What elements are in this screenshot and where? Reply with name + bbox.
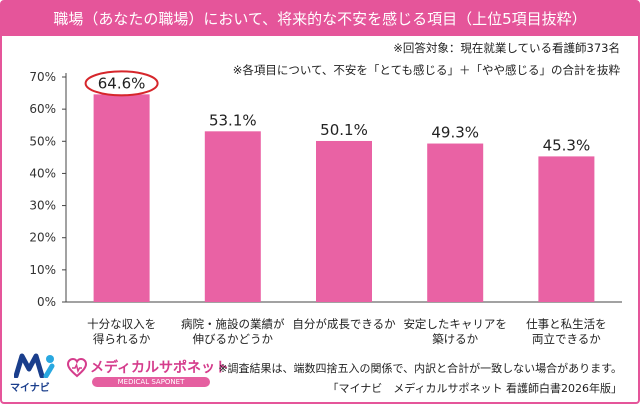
x-category-label: 病院・施設の業績が 伸びるかどうか (181, 317, 285, 346)
bar (204, 131, 261, 302)
y-tick-label: 70% (29, 70, 56, 84)
bar (427, 143, 484, 302)
y-tick-label: 40% (29, 166, 56, 180)
data-label: 50.1% (320, 121, 368, 139)
mynavi-logo-icon (13, 352, 58, 382)
method-note: ※各項目について、不安を「とても感じる」＋「やや感じる」の合計を抜粋 (232, 63, 620, 77)
medical-saponet-logo-text: メディカルサポネット (90, 360, 230, 376)
bar (316, 140, 372, 302)
y-tick-label: 0% (37, 295, 56, 309)
source-footnote: 「マイナビ メディカルサポネット 看護師白書2026年版」 (327, 382, 623, 395)
data-label: 64.6% (98, 74, 146, 92)
y-tick-label: 50% (29, 134, 56, 148)
y-tick-label: 20% (29, 231, 56, 245)
data-label: 49.3% (431, 124, 479, 142)
x-category-label: 安定したキャリアを 築けるか (403, 317, 507, 346)
x-category-label: 十分な収入を 得られるか (87, 317, 157, 346)
chart-title: 職場（あなたの職場）において、将来的な不安を感じる項目（上位5項目抜粋） (2, 2, 638, 36)
rounding-footnote: ※調査結果は、端数四捨五入の関係で、内訳と合計が一致しない場合があります。 (218, 362, 622, 375)
highlight-circle (84, 70, 159, 97)
respondents-note: ※回答対象：現在就業している看護師373名 (393, 41, 620, 55)
x-category-label: 仕事と私生活を 両立できるか (526, 317, 607, 346)
y-tick-label: 60% (29, 102, 56, 116)
y-tick-label: 10% (29, 263, 56, 277)
heart-icon (66, 357, 88, 383)
bar (538, 156, 595, 302)
medical-saponet-band: MEDICAL SAPONET (92, 377, 210, 387)
mynavi-logo-text: マイナビ (10, 383, 50, 394)
x-category-label: 自分が成長できるか (292, 317, 396, 331)
data-label: 53.1% (209, 111, 257, 129)
bar (93, 94, 150, 302)
y-tick-label: 30% (29, 199, 56, 213)
data-label: 45.3% (543, 136, 591, 154)
